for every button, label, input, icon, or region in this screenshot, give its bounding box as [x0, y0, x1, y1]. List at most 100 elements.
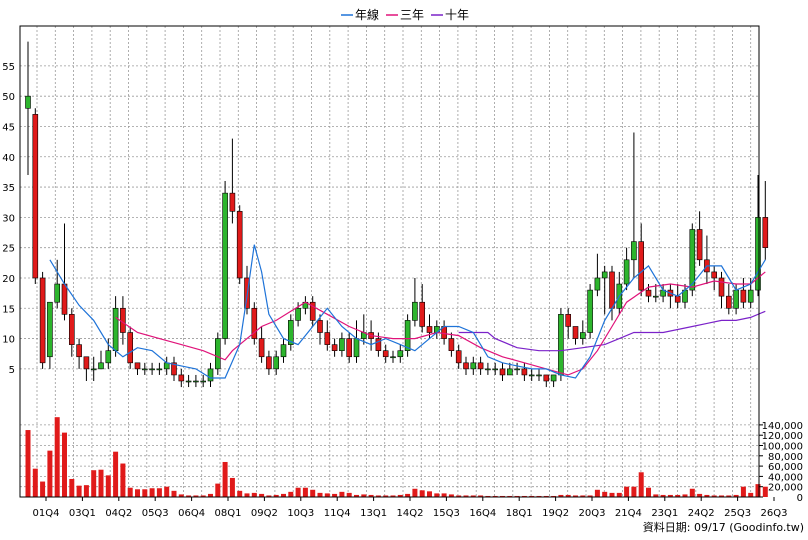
candle-up [54, 283, 61, 303]
candle-down [61, 283, 68, 315]
candle-up [412, 301, 418, 321]
candle-down [39, 277, 46, 364]
volume-bar [704, 494, 710, 497]
volume-tick-label: 80,000 [768, 452, 803, 463]
volume-bar [295, 487, 301, 497]
candle-up [25, 95, 31, 109]
volume-bars [25, 417, 768, 497]
x-tick-label: 26Q3 [761, 508, 788, 519]
candle-down [317, 320, 323, 333]
volume-bar [281, 493, 286, 497]
volume-bar [397, 494, 403, 497]
volume-bar [32, 468, 38, 497]
candle-down [266, 356, 272, 370]
candle-down [178, 374, 185, 382]
volume-tick-label: 60,000 [768, 462, 803, 473]
candle-down [171, 362, 177, 376]
volume-bar [631, 486, 637, 497]
candle-up [733, 289, 739, 309]
volume-bar [193, 495, 199, 497]
volume-bar [375, 495, 381, 497]
volume-bar [237, 490, 243, 497]
candle-up [747, 289, 754, 303]
candle-up [295, 307, 301, 321]
candle-down [120, 307, 126, 333]
volume-bar [536, 495, 542, 497]
volume-bar [507, 495, 513, 497]
candle-down [521, 368, 528, 376]
volume-axis: 020,00040,00060,00080,000100,000120,0001… [759, 421, 803, 504]
candle-down [32, 114, 39, 279]
volume-bar [580, 495, 586, 497]
x-tick-label: 08Q1 [215, 508, 242, 519]
volume-bar [76, 485, 82, 497]
candle-up [90, 368, 97, 371]
candle-up [185, 380, 192, 383]
volume-bar [251, 492, 257, 497]
volume-bar [40, 481, 46, 497]
volume-bar [543, 495, 549, 497]
volume-bar [383, 495, 389, 497]
volume-bar [675, 494, 681, 497]
candle-down [565, 314, 572, 327]
volume-bar [602, 491, 608, 497]
volume-bar [156, 488, 162, 497]
volume-bar [178, 494, 184, 497]
candle-up [222, 192, 228, 339]
volume-tick-label: 0 [797, 493, 803, 504]
candle-down [696, 229, 703, 261]
volume-tick-label: 40,000 [768, 472, 803, 483]
volume-bar [69, 478, 75, 497]
x-tick-label: 25Q3 [724, 508, 751, 519]
volume-bar [127, 487, 133, 497]
candle-down [309, 301, 316, 321]
candle-down [740, 289, 747, 303]
price-tick-label: 45 [2, 122, 15, 133]
candle-up [47, 301, 53, 358]
x-tick-label: 05Q3 [142, 508, 169, 519]
volume-bar [448, 494, 454, 497]
candle-down [83, 356, 90, 370]
candle-up [579, 332, 586, 339]
volume-bar [646, 487, 651, 497]
volume-bar [361, 494, 367, 497]
candle-down [711, 271, 718, 279]
volume-bar [726, 495, 732, 497]
volume-bar [689, 488, 695, 497]
candle-up [623, 259, 630, 285]
volume-bar [368, 494, 374, 497]
x-tick-label: 06Q4 [178, 508, 205, 519]
volume-bar [229, 477, 235, 497]
x-tick-label: 10Q3 [287, 508, 314, 519]
candle-up [193, 380, 199, 383]
volume-bar [653, 494, 659, 497]
candle-down [477, 362, 484, 370]
plot-frame [19, 25, 760, 498]
ma-10-year-line [458, 310, 766, 352]
candle-down [346, 338, 353, 358]
candle-down [463, 362, 469, 370]
candle-down [419, 301, 426, 327]
volume-bar [186, 495, 192, 497]
price-tick-label: 10 [2, 335, 15, 346]
volume-bar [551, 495, 557, 497]
candle-up [273, 356, 280, 370]
volume-bar [215, 483, 221, 497]
candle-up [755, 217, 761, 291]
volume-bar [762, 486, 768, 497]
price-tick-label: 40 [2, 153, 15, 164]
volume-bar [427, 491, 432, 497]
candle-down [382, 350, 389, 358]
volume-bar [135, 489, 140, 497]
price-tick-label: 35 [2, 183, 15, 194]
candle-down [331, 344, 338, 352]
volume-bar [573, 495, 578, 497]
x-tick-label: 04Q2 [105, 508, 132, 519]
candle-up [652, 295, 659, 298]
footer-source: 資料日期: 09/17 (Goodinfo.tw) [643, 520, 804, 534]
x-tick-label: 18Q1 [506, 508, 533, 519]
candle-up [485, 368, 491, 371]
moving-average-lines [49, 244, 766, 379]
candle-up [105, 350, 112, 364]
